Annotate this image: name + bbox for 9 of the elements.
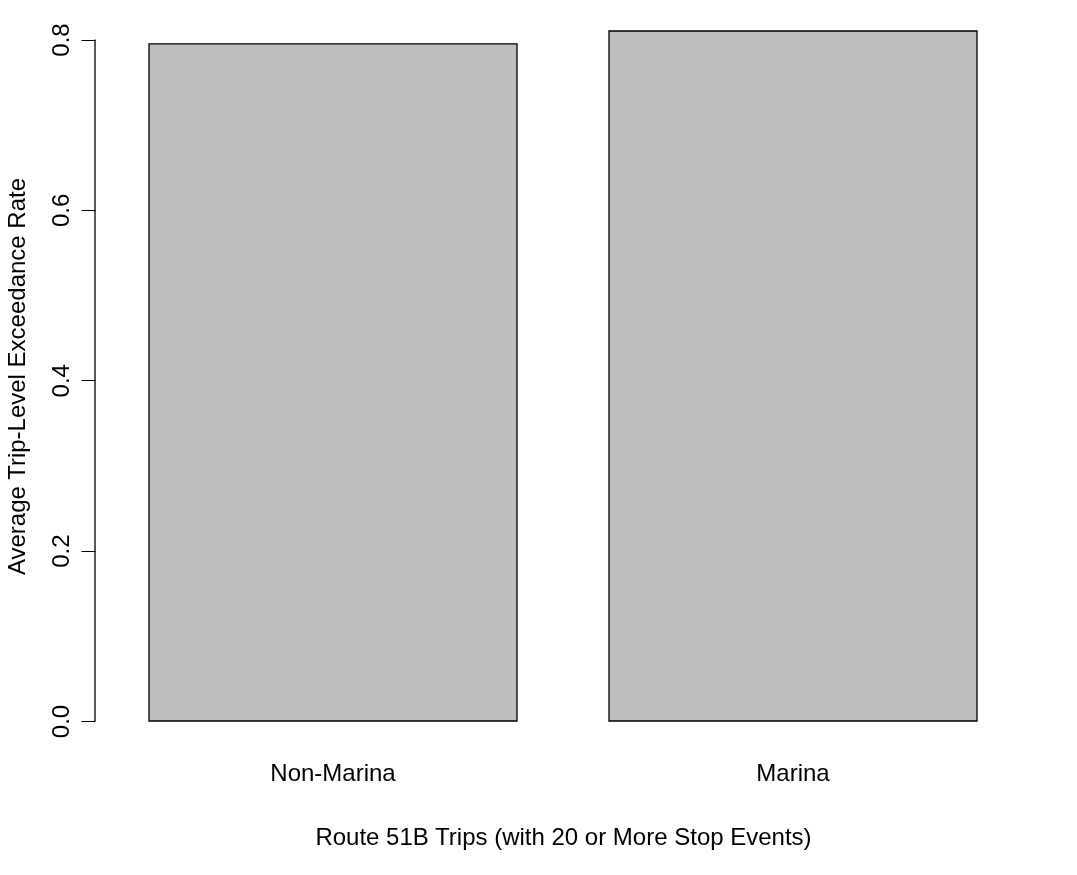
y-axis-title: Average Trip-Level Exceedance Rate — [2, 177, 30, 576]
x-axis-title: Route 51B Trips (with 20 or More Stop Events) — [315, 822, 812, 850]
y-tick-label: 0.6 — [46, 193, 74, 228]
x-tick-label: Non-Marina — [270, 758, 397, 786]
y-tick-label: 0.8 — [46, 23, 74, 57]
y-tick-label: 0.2 — [46, 534, 74, 568]
x-tick-label: Marina — [756, 758, 831, 786]
y-tick-label: 0.0 — [46, 704, 74, 739]
y-tick-label: 0.4 — [46, 364, 74, 398]
